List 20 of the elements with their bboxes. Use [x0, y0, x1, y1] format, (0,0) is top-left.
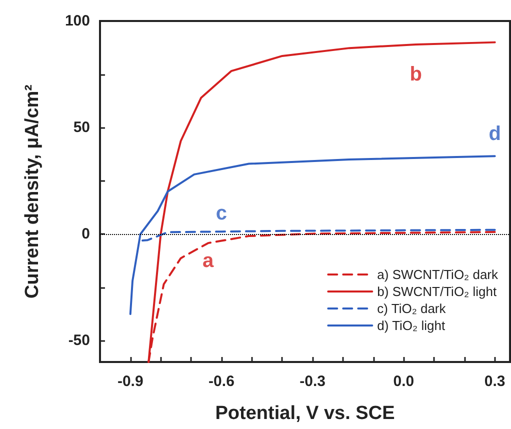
annotation: d: [488, 123, 501, 146]
legend-label: b) SWCNT/TiO₂ light: [377, 284, 497, 299]
x-axis-title: Potential, V vs. SCE: [215, 403, 395, 424]
legend-label: d) TiO₂ light: [377, 318, 446, 333]
x-tick-label: -0.6: [208, 373, 234, 390]
x-tick-label: -0.9: [117, 373, 144, 390]
line-series: [129, 155, 496, 316]
y-tick-label: 0: [82, 226, 90, 243]
annotation: c: [216, 202, 228, 225]
y-tick-label: -50: [68, 332, 90, 350]
y-axis-title: Current density, μA/cm²: [22, 84, 43, 298]
y-tick-label: 50: [73, 119, 90, 136]
x-tick-label: -0.3: [300, 373, 326, 390]
x-tick-label: 0.0: [393, 373, 414, 390]
legend-label: c) TiO₂ dark: [377, 301, 446, 316]
annotation: b: [410, 63, 422, 86]
x-tick-label: 0.3: [484, 373, 506, 390]
y-tick-label: 100: [64, 12, 90, 30]
annotation: a: [202, 250, 215, 272]
legend-label: a) SWCNT/TiO₂ dark: [377, 267, 498, 282]
